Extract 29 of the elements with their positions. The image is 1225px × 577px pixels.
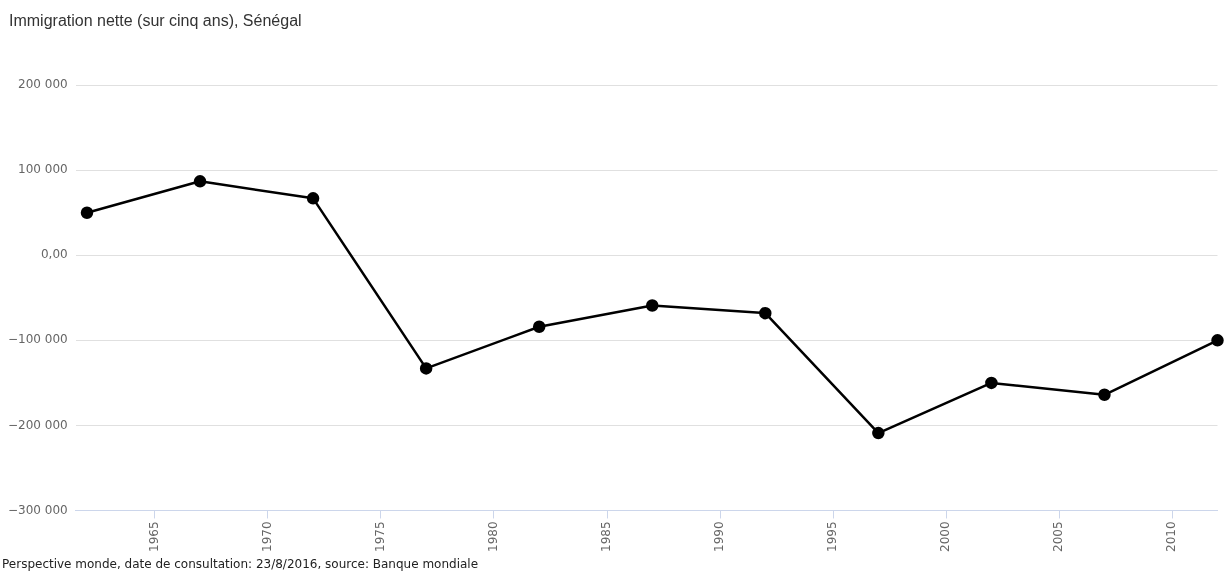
- point: [80, 206, 94, 220]
- y-tick-label: −300 000: [7, 502, 68, 517]
- y-tick-label: 100 000: [18, 162, 68, 177]
- point: [419, 362, 433, 375]
- x-tick-label: 1980: [486, 521, 501, 553]
- x-tick-label: 1970: [259, 521, 274, 553]
- point: [759, 306, 772, 320]
- point: [645, 299, 659, 312]
- x-tick-label: 2010: [1164, 521, 1179, 553]
- x-tick-label: 1975: [373, 521, 388, 553]
- x-tick-label: 1965: [146, 521, 161, 553]
- x-tick-label: 1995: [825, 521, 840, 553]
- point: [872, 426, 885, 440]
- point: [985, 376, 998, 390]
- y-tick-label: 0,00: [40, 247, 68, 262]
- point: [1098, 388, 1111, 402]
- point: [193, 175, 207, 188]
- y-tick-label: 200 000: [18, 77, 68, 92]
- y-tick-label: −200 000: [7, 417, 68, 432]
- x-tick-label: 1985: [599, 521, 614, 553]
- x-tick-label: 2005: [1051, 521, 1066, 553]
- point: [532, 320, 546, 333]
- point: [1211, 334, 1224, 347]
- x-tick-label: 1990: [712, 521, 727, 553]
- chart-title: Immigration nette (sur cinq ans), Sénégal: [9, 12, 302, 30]
- point: [306, 192, 320, 205]
- y-tick-label: −100 000: [7, 332, 68, 347]
- x-tick-label: 2000: [938, 521, 953, 553]
- text: Perspective monde, date de consultation: 23/8/2016, source: Banque mondiale: [2, 557, 479, 571]
